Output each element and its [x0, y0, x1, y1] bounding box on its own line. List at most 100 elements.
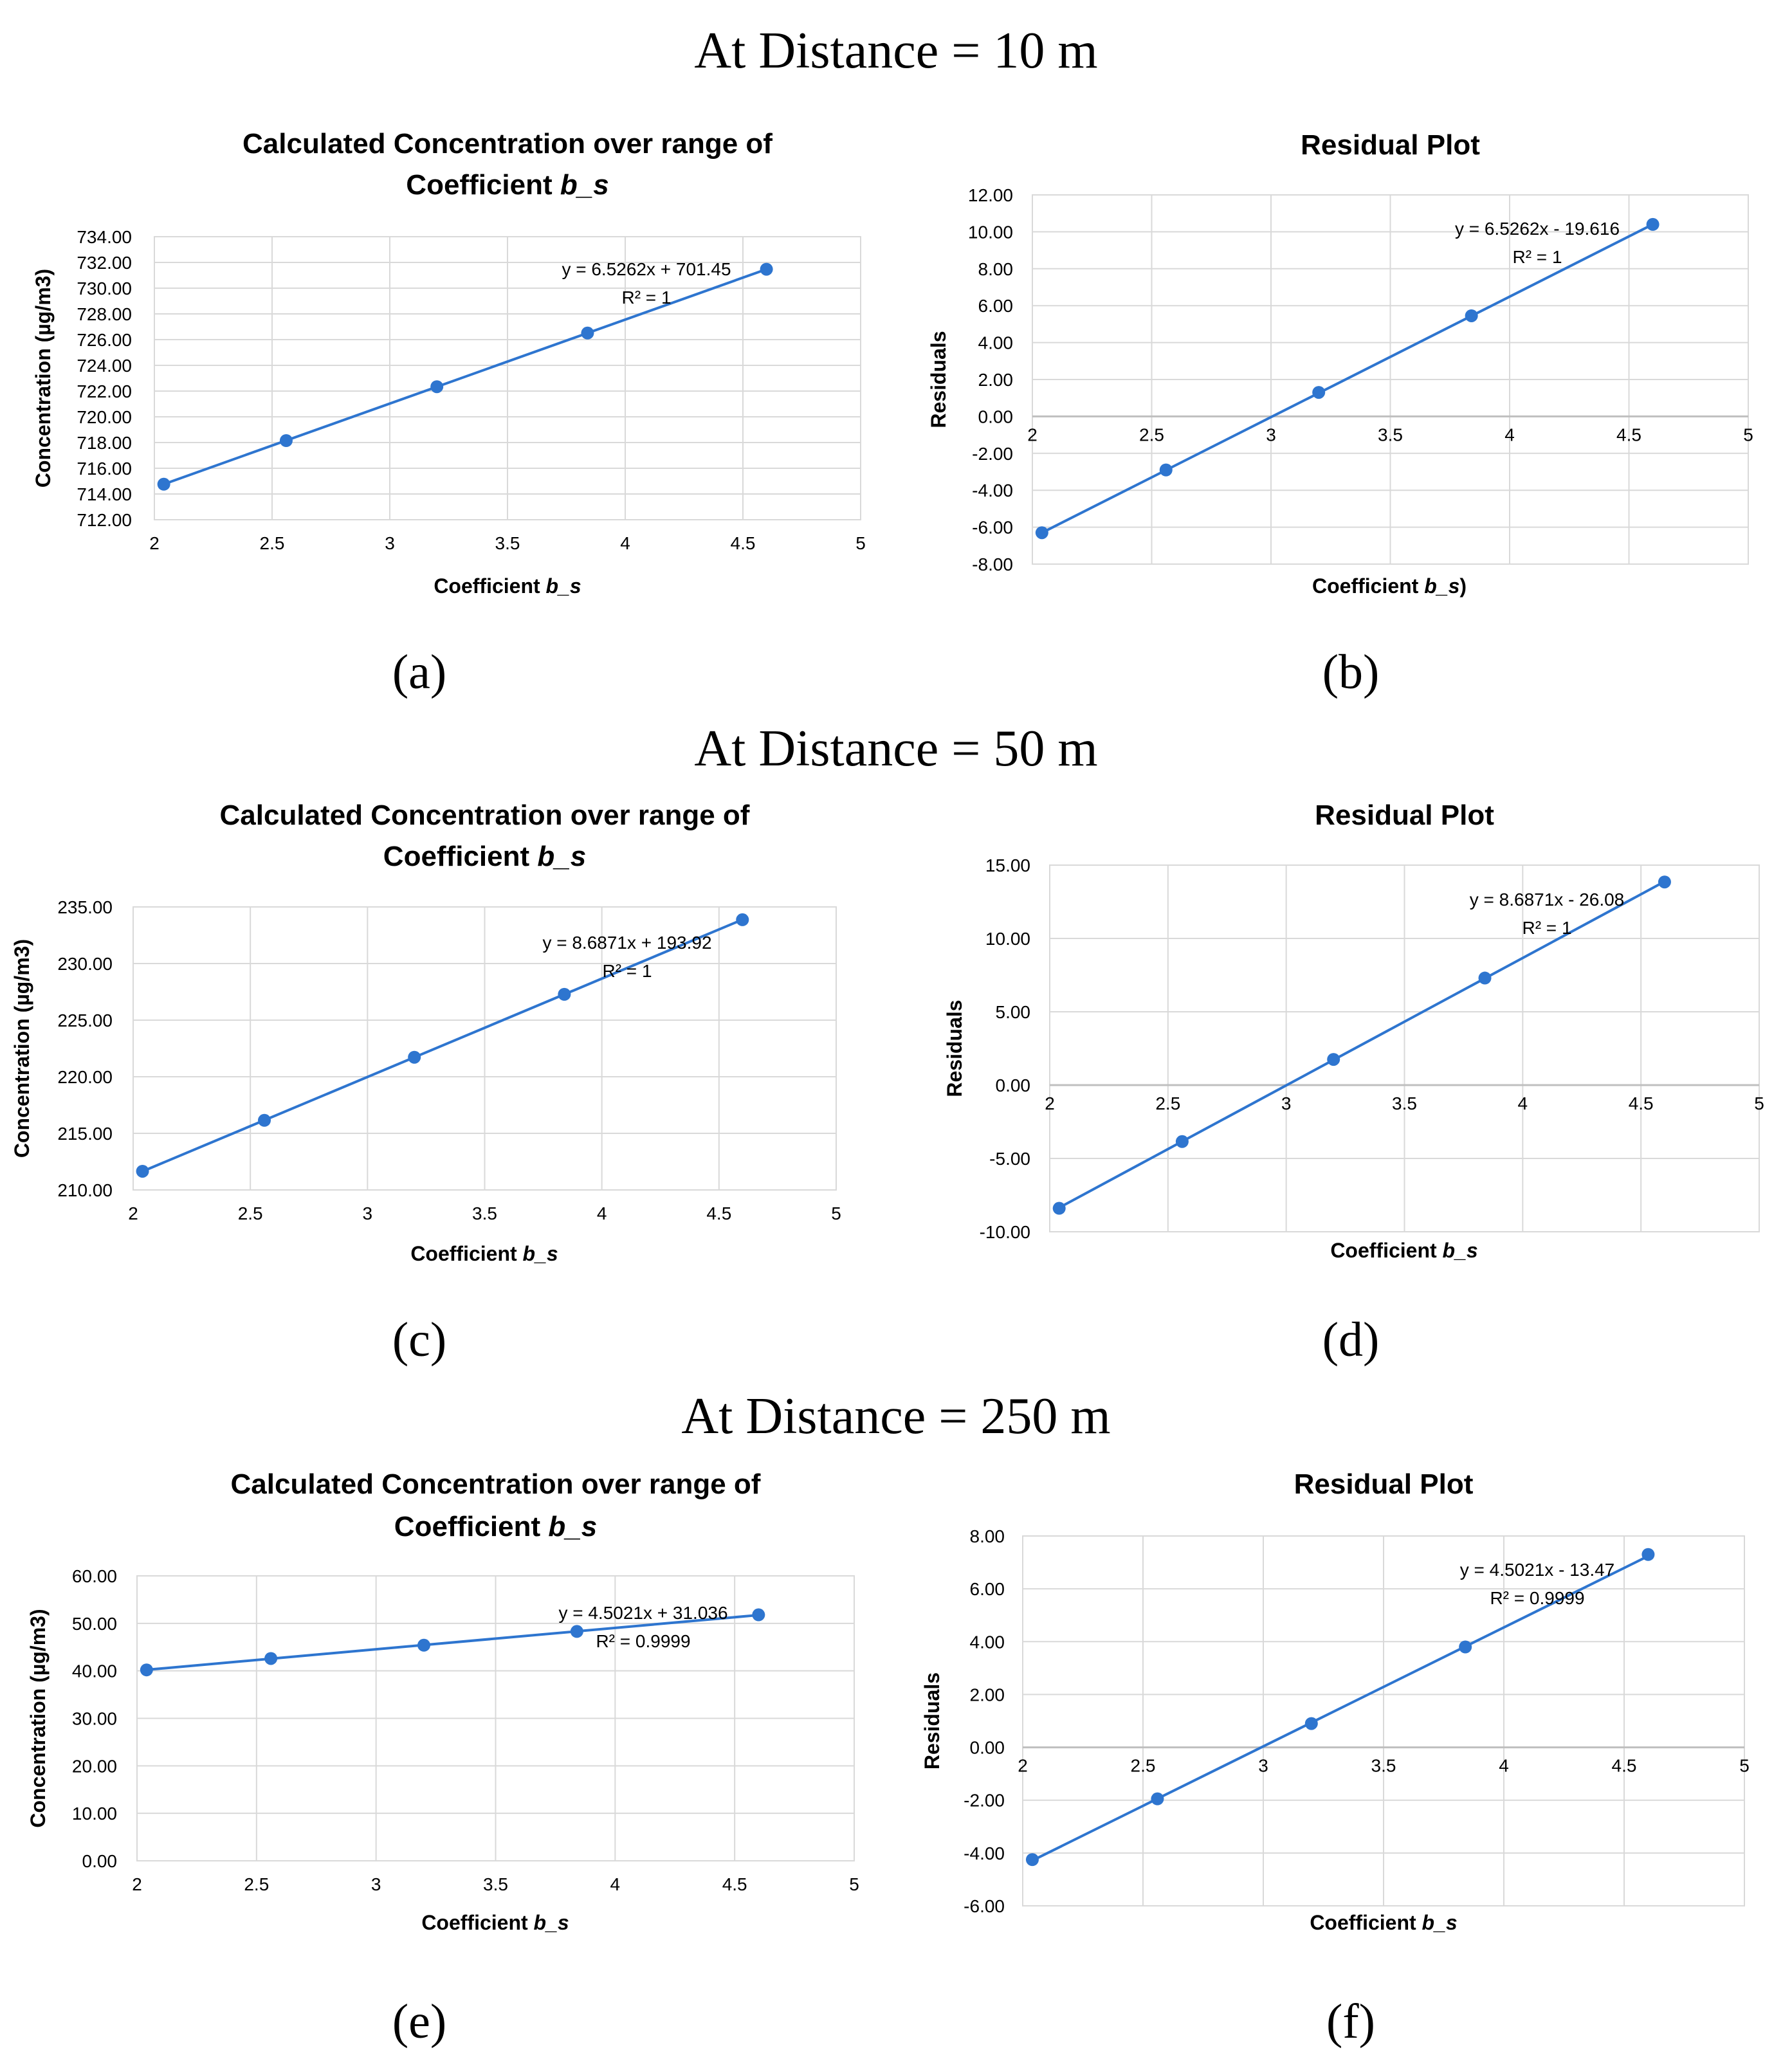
- chart-title-line: Residual Plot: [1301, 129, 1480, 161]
- x-tick-label: 4.5: [722, 1874, 747, 1894]
- x-tick-label: 4.5: [706, 1203, 731, 1223]
- y-tick-label: 10.00: [72, 1804, 117, 1824]
- data-point: [1052, 1202, 1066, 1215]
- y-tick-label: 50.00: [72, 1614, 117, 1634]
- y-tick-label: 225.00: [57, 1010, 113, 1030]
- y-tick-label: 716.00: [77, 459, 132, 479]
- data-point: [1465, 309, 1478, 322]
- x-tick-label: 3.5: [472, 1203, 497, 1223]
- y-tick-label: 0.00: [82, 1851, 118, 1871]
- x-tick-label: 2.5: [1155, 1093, 1180, 1113]
- x-tick-label: 5: [1754, 1093, 1764, 1113]
- x-tick-label: 2.5: [1131, 1756, 1156, 1776]
- trendline: [1041, 223, 1654, 535]
- x-tick-label: 3.5: [495, 533, 520, 553]
- data-point: [1151, 1792, 1164, 1805]
- y-tick-label: 10.00: [985, 929, 1030, 949]
- x-axis-label: Coefficient b_s): [1312, 574, 1467, 598]
- y-tick-label: 8.00: [970, 1526, 1005, 1546]
- chart-a: Calculated Concentration over range of Co…: [32, 128, 866, 598]
- data-point: [258, 1113, 271, 1127]
- trendline: [1058, 880, 1665, 1209]
- data-point: [736, 913, 749, 926]
- y-tick-label: 60.00: [72, 1566, 117, 1586]
- data-point: [408, 1050, 421, 1064]
- y-tick-label: 15.00: [985, 855, 1030, 875]
- x-axis-label: Coefficient b_s: [410, 1242, 558, 1265]
- x-tick-label: 2: [1045, 1093, 1055, 1113]
- trendline-equation: y = 8.6871x + 193.92: [542, 933, 711, 953]
- x-tick-label: 4: [597, 1203, 607, 1223]
- y-axis-label: Concentration (µg/m3): [10, 939, 33, 1158]
- x-tick-label: 2: [1018, 1756, 1028, 1776]
- y-axis-label: Residuals: [943, 1000, 966, 1097]
- x-tick-label: 2.5: [1139, 425, 1164, 444]
- y-tick-label: -4.00: [972, 480, 1013, 500]
- trendline: [163, 268, 767, 486]
- y-tick-label: 40.00: [72, 1661, 117, 1681]
- y-tick-label: 734.00: [77, 227, 132, 247]
- trendline: [1032, 1555, 1649, 1862]
- x-tick-label: 2: [128, 1203, 138, 1223]
- x-tick-label: 2: [149, 533, 160, 553]
- r-squared-label: R² = 0.9999: [596, 1631, 690, 1651]
- data-point: [752, 1608, 765, 1622]
- chart-f: Residual Plot -6.00 -4.00 -2.00 0.00 2.00 4.00…: [920, 1468, 1750, 1934]
- r-squared-label: R² = 1: [621, 288, 671, 307]
- x-tick-label: 4.5: [1616, 425, 1641, 444]
- r-squared-label: R² = 1: [1522, 918, 1571, 938]
- y-tick-label: 714.00: [77, 484, 132, 504]
- chart-title-line: Coefficient b_s: [406, 169, 608, 201]
- trendline: [142, 918, 744, 1173]
- x-tick-label: 2.5: [244, 1874, 269, 1894]
- y-tick-label: 230.00: [57, 954, 113, 974]
- y-tick-label: 20.00: [72, 1756, 117, 1776]
- x-tick-label: 3: [1281, 1093, 1292, 1113]
- y-tick-label: 8.00: [978, 259, 1014, 279]
- x-tick-label: 3: [363, 1203, 373, 1223]
- x-tick-label: 4: [1504, 425, 1515, 444]
- section-title-50m: At Distance = 50 m: [694, 720, 1097, 777]
- y-tick-label: 12.00: [968, 185, 1013, 205]
- y-tick-label: 210.00: [57, 1180, 113, 1200]
- x-axis-label: Coefficient b_s: [421, 1911, 569, 1934]
- y-tick-label: 220.00: [57, 1067, 113, 1087]
- y-axis-label: Residuals: [927, 331, 950, 428]
- data-point: [136, 1164, 149, 1178]
- trendline-equation: y = 6.5262x - 19.616: [1455, 219, 1620, 239]
- data-point: [279, 434, 293, 447]
- y-tick-label: 5.00: [996, 1002, 1031, 1022]
- trendline-equation: y = 6.5262x + 701.45: [562, 259, 731, 279]
- panel-label-b: (b): [1322, 645, 1380, 699]
- y-tick-label: 732.00: [77, 253, 132, 273]
- y-tick-label: 728.00: [77, 304, 132, 324]
- y-tick-label: 10.00: [968, 222, 1013, 242]
- chart-title-line: Calculated Concentration over range of: [242, 128, 773, 160]
- y-tick-label: 235.00: [57, 897, 113, 917]
- trendline-equation: y = 4.5021x - 13.47: [1460, 1560, 1615, 1580]
- x-tick-label: 5: [1743, 425, 1753, 444]
- y-tick-label: -8.00: [972, 554, 1013, 574]
- y-tick-label: -10.00: [980, 1222, 1030, 1242]
- y-tick-label: -6.00: [972, 518, 1013, 538]
- r-squared-label: R² = 1: [602, 961, 652, 981]
- y-tick-label: 2.00: [970, 1685, 1005, 1705]
- data-point: [1159, 463, 1173, 477]
- y-tick-label: 0.00: [978, 407, 1014, 426]
- x-tick-label: 3.5: [1392, 1093, 1417, 1113]
- x-axis-label: Coefficient b_s: [1310, 1911, 1457, 1934]
- y-tick-label: -2.00: [964, 1791, 1005, 1811]
- y-tick-label: 718.00: [77, 433, 132, 453]
- data-point: [1641, 1548, 1655, 1561]
- plot-area: [133, 906, 837, 1191]
- x-tick-label: 3.5: [1371, 1756, 1396, 1776]
- panel-label-c: (c): [392, 1313, 446, 1367]
- x-tick-label: 3: [385, 533, 395, 553]
- x-tick-label: 4: [620, 533, 630, 553]
- data-point: [1646, 217, 1659, 231]
- x-tick-label: 4.5: [1629, 1093, 1654, 1113]
- y-tick-label: 730.00: [77, 279, 132, 298]
- y-tick-label: 0.00: [996, 1075, 1031, 1095]
- chart-title-line: Residual Plot: [1294, 1468, 1474, 1500]
